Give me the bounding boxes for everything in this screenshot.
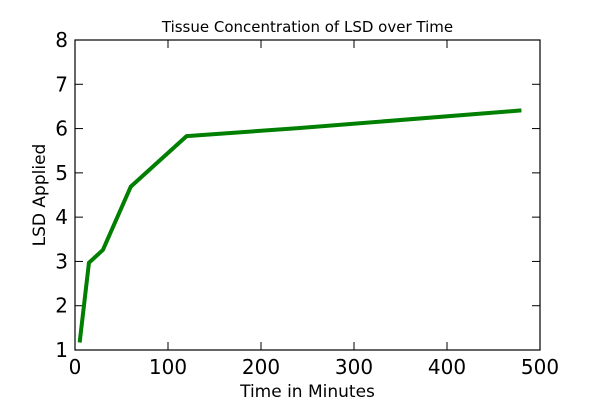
y-tick-label: 2 (55, 294, 68, 318)
series-line (77, 108, 522, 343)
chart-title: Tissue Concentration of LSD over Time (161, 18, 453, 36)
x-tick-label: 400 (428, 355, 466, 379)
x-tick-label: 200 (242, 355, 280, 379)
y-tick-label: 7 (55, 72, 68, 96)
x-axis-label: Time in Minutes (239, 382, 375, 400)
y-tick-label: 6 (55, 117, 68, 141)
x-tick-label: 300 (335, 355, 373, 379)
series-layer (77, 108, 522, 343)
y-tick-label: 4 (55, 205, 68, 229)
y-tick-label: 3 (55, 249, 68, 273)
x-tick-label: 100 (149, 355, 187, 379)
y-tick-label: 8 (55, 28, 68, 52)
x-tick-label: 500 (521, 355, 559, 379)
y-tick-label: 5 (55, 161, 68, 185)
tick-label-layer: 0 100 200 300 400 500 1 2 3 4 5 6 7 8 (55, 28, 559, 379)
plot-frame (74, 39, 541, 351)
y-axis-label: LSD Applied (30, 144, 50, 247)
y-tick-label: 1 (55, 338, 68, 362)
x-tick-label: 0 (69, 355, 82, 379)
